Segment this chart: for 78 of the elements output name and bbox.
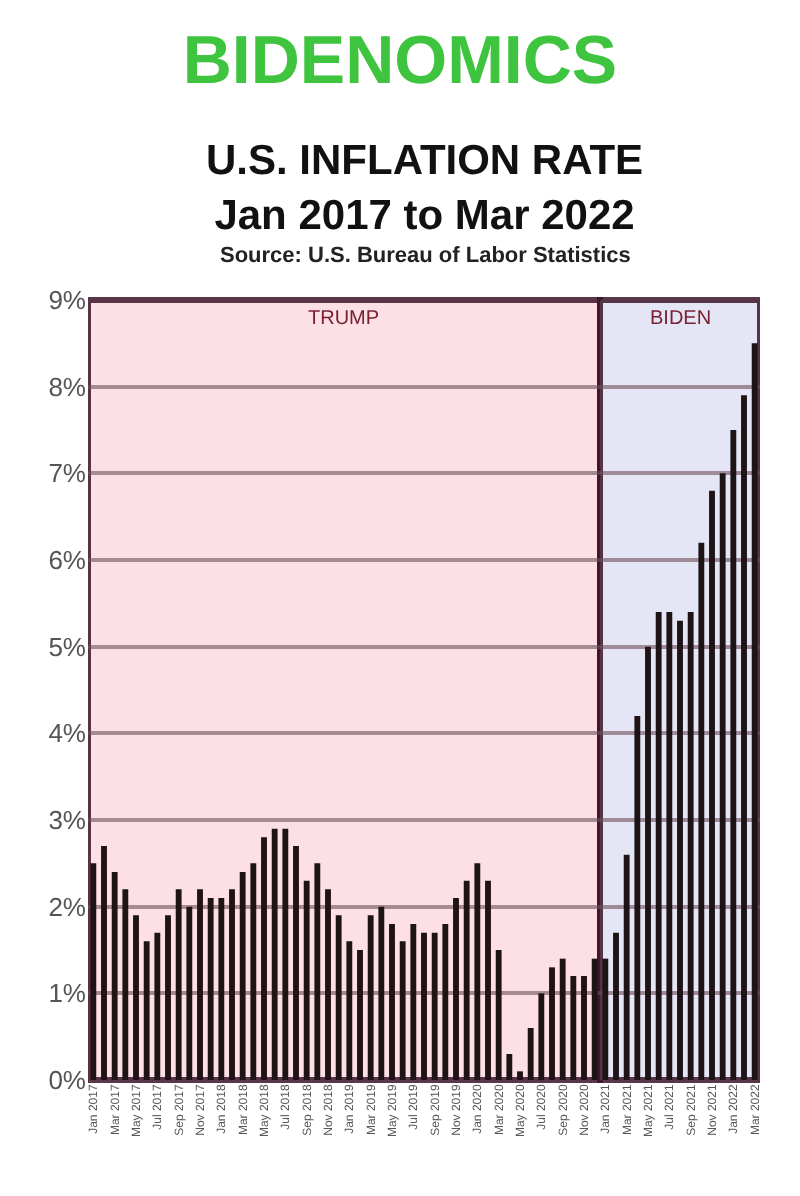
bar [186, 906, 193, 1080]
bar [687, 612, 694, 1080]
bar [623, 854, 630, 1080]
bar [453, 898, 459, 1080]
y-tick-label: 7% [48, 458, 87, 489]
bar [538, 993, 545, 1080]
bar [218, 898, 225, 1080]
y-tick-label: 5% [48, 631, 87, 662]
bar [666, 612, 673, 1080]
bar [495, 950, 502, 1080]
bar [303, 880, 310, 1080]
bar [634, 716, 641, 1080]
bar [378, 906, 385, 1080]
bar [346, 941, 353, 1080]
bar [677, 620, 683, 1080]
bar [517, 1071, 523, 1080]
y-tick-label: 4% [48, 718, 87, 749]
bar [239, 872, 246, 1080]
band-label: TRUMP [308, 308, 380, 330]
bar [261, 837, 267, 1080]
bar [293, 846, 299, 1080]
bar [282, 828, 289, 1080]
bar [751, 343, 758, 1080]
bar [410, 924, 417, 1080]
bar [709, 490, 715, 1080]
bar [570, 976, 577, 1080]
bar [655, 612, 662, 1080]
bar [154, 932, 161, 1080]
bar [698, 542, 705, 1080]
y-tick-label: 9% [48, 285, 87, 316]
bar [325, 889, 331, 1080]
bar [602, 958, 609, 1080]
bar [143, 941, 150, 1080]
bar [335, 915, 342, 1080]
bar [559, 958, 566, 1080]
bar [122, 889, 129, 1080]
bar [613, 932, 619, 1080]
bar [133, 915, 139, 1080]
bar [421, 932, 427, 1080]
bar [719, 473, 726, 1080]
bar [357, 950, 363, 1080]
bar [463, 880, 470, 1080]
bar [527, 1028, 534, 1080]
bar [250, 863, 257, 1080]
y-tick-label: 2% [48, 891, 87, 922]
bar [645, 646, 651, 1080]
bar [207, 898, 214, 1080]
bar [165, 915, 171, 1080]
y-tick-label: 8% [48, 371, 87, 402]
bar [90, 863, 97, 1080]
bar [485, 880, 491, 1080]
bar [389, 924, 395, 1080]
bar [581, 976, 587, 1080]
bar [229, 889, 235, 1080]
bar [271, 828, 278, 1080]
band-label: BIDEN [650, 308, 712, 330]
bar [506, 1054, 513, 1080]
bar [591, 958, 598, 1080]
source-note: Source: U.S. Bureau of Labor Statistics [220, 244, 631, 268]
chart-title: BIDENOMICS [182, 23, 618, 100]
bar [442, 924, 449, 1080]
bar [197, 889, 203, 1080]
bar [730, 430, 737, 1080]
chart-subtitle: U.S. INFLATION RATE Jan 2017 to Mar 2022 [206, 138, 644, 239]
bar [431, 932, 438, 1080]
bar [314, 863, 321, 1080]
bar [741, 395, 747, 1080]
bar [474, 863, 481, 1080]
y-tick-label: 6% [48, 545, 87, 576]
y-tick-label: 3% [48, 805, 87, 836]
bar [111, 872, 118, 1080]
bar [101, 846, 107, 1080]
bar [399, 941, 406, 1080]
y-tick-label: 1% [48, 978, 87, 1009]
bar [367, 915, 374, 1080]
y-tick-label: 0% [48, 1065, 87, 1096]
bar [549, 967, 555, 1080]
bar [175, 889, 182, 1080]
